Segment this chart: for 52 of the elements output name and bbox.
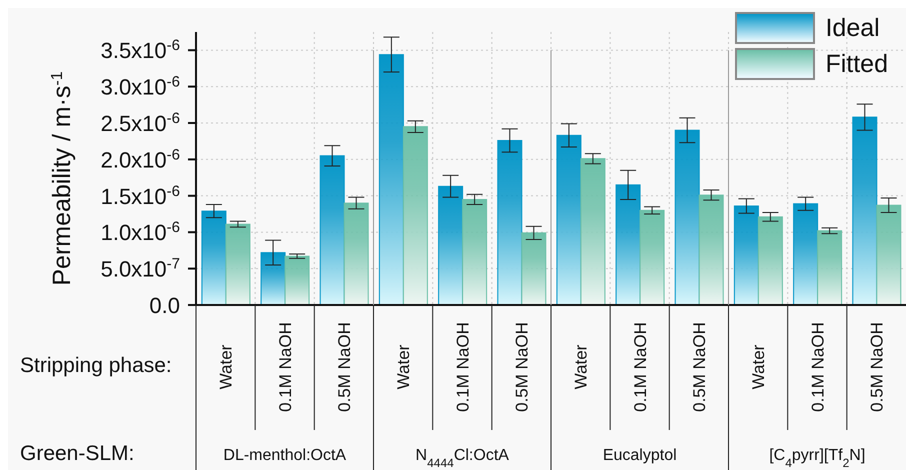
bar <box>556 134 582 305</box>
bar <box>734 205 759 305</box>
y-tick-label: 0.0 <box>149 293 180 318</box>
text: N$_{4444}$Cl:OctA <box>416 447 510 470</box>
x-tick-label: Water <box>216 344 236 390</box>
bar <box>284 256 310 305</box>
legend-label: Ideal <box>825 14 880 42</box>
bar <box>852 116 878 305</box>
bar <box>793 203 818 305</box>
x-tick-label: 0.1M NaOH <box>808 322 828 412</box>
text: [C$_{4}$pyrr][Tf$_{2}$N] <box>769 447 866 470</box>
x-tick-label: 0.5M NaOH <box>334 322 354 412</box>
y-tick-label: 2.0x10$^{-6}$ <box>100 146 180 172</box>
bar <box>698 194 724 305</box>
x-tick-label: Water <box>749 344 768 390</box>
bar <box>260 252 286 305</box>
bar <box>674 130 700 305</box>
y-tick-label: 5.0x10$^{-7}$ <box>100 255 180 282</box>
bar <box>817 230 842 305</box>
y-tick-label: 2.5x10$^{-6}$ <box>100 110 180 136</box>
bar <box>438 186 464 305</box>
x-tick-label: 0.5M NaOH <box>690 322 709 412</box>
x-tick-label: 0.1M NaOH <box>276 322 295 412</box>
text: DL-menthol:OctA <box>223 447 346 464</box>
x-tick-label: Water <box>394 344 414 390</box>
x-tick-label: 0.1M NaOH <box>453 322 472 412</box>
bar <box>640 210 665 305</box>
bar <box>876 204 902 305</box>
text: Eucalyptol <box>602 447 677 464</box>
y-tick-label: 1.5x10$^{-6}$ <box>100 182 180 209</box>
x-tick-label: 0.5M NaOH <box>867 322 886 412</box>
bar <box>320 155 345 305</box>
bar <box>497 140 522 305</box>
legend-label: Fitted <box>825 50 888 78</box>
x-tick-label: 0.5M NaOH <box>512 322 532 412</box>
bar <box>225 224 250 305</box>
bar <box>344 202 369 305</box>
x-tick-label: 0.1M NaOH <box>630 322 650 412</box>
bar <box>201 210 226 305</box>
text: Green-SLM: <box>20 442 134 465</box>
y-tick-label: 3.5x10$^{-6}$ <box>100 36 180 64</box>
y-tick-label: 1.0x10$^{-6}$ <box>100 218 180 246</box>
bar <box>521 232 546 305</box>
y-tick-label: 3.0x10$^{-6}$ <box>100 73 180 100</box>
x-axis-title: Stripping phase: <box>20 354 172 377</box>
bar <box>402 126 428 305</box>
bar <box>580 158 606 305</box>
x-tick-label: Water <box>572 344 591 390</box>
bar <box>378 54 404 305</box>
bar <box>758 216 783 305</box>
bar <box>616 184 641 305</box>
bar <box>462 198 488 305</box>
